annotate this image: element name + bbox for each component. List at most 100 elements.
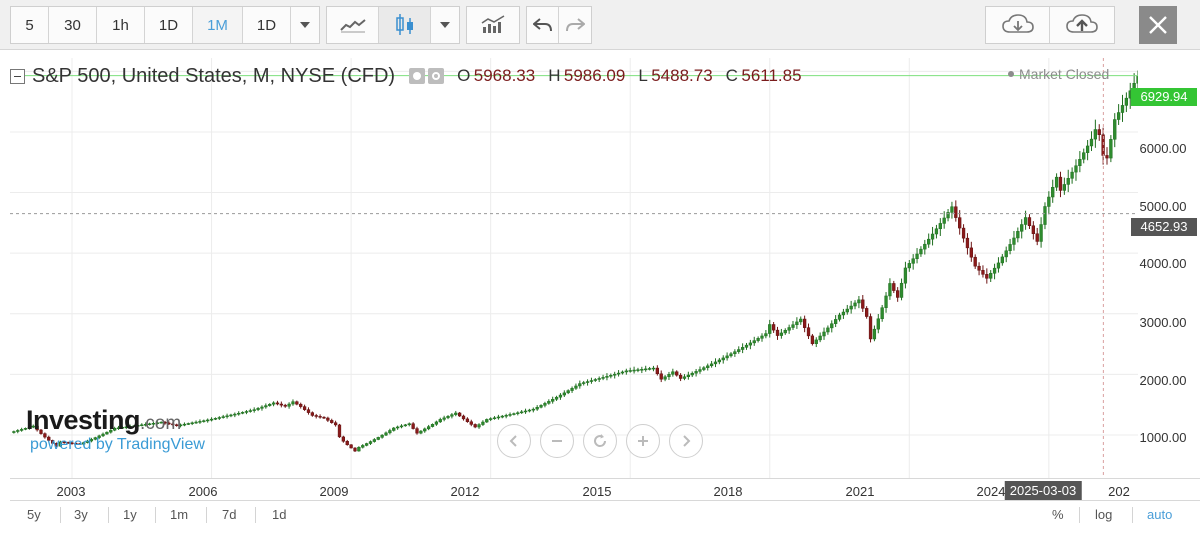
candle xyxy=(78,443,82,445)
candle xyxy=(709,363,714,367)
scroll-left-icon[interactable] xyxy=(497,424,531,458)
candle xyxy=(919,248,923,255)
candle xyxy=(43,433,47,438)
candle xyxy=(539,405,543,408)
cloud-upload-icon[interactable] xyxy=(1050,7,1114,43)
candle xyxy=(899,282,904,298)
candle xyxy=(927,238,931,245)
price-chart[interactable] xyxy=(10,58,1138,478)
gear-icon[interactable] xyxy=(428,68,445,84)
candle xyxy=(368,441,373,444)
candle xyxy=(748,342,753,346)
candle xyxy=(834,319,838,324)
range-1m-button[interactable]: 1m xyxy=(170,507,189,522)
candle xyxy=(399,425,404,428)
scroll-right-icon[interactable] xyxy=(669,424,703,458)
candle xyxy=(985,274,989,279)
candle xyxy=(237,412,241,415)
candle xyxy=(822,331,826,337)
candle xyxy=(109,429,113,433)
time-tick-label: 2021 xyxy=(845,484,875,499)
candle xyxy=(376,437,380,440)
interval-1d-button[interactable]: 1D xyxy=(145,7,193,43)
candle xyxy=(458,412,462,417)
time-tick-label: 202 xyxy=(1108,484,1130,499)
zoom-out-icon[interactable] xyxy=(540,424,574,458)
undo-icon[interactable] xyxy=(527,7,559,43)
candle xyxy=(1062,184,1066,191)
candle xyxy=(326,417,330,421)
ohlc-close: C 5611.85 xyxy=(725,66,802,85)
candle xyxy=(675,371,679,376)
candle xyxy=(1082,152,1086,160)
close-icon[interactable] xyxy=(1139,6,1177,44)
interval-dropdown-icon[interactable] xyxy=(291,7,319,43)
powered-by-text: powered by TradingView xyxy=(30,436,205,453)
candle xyxy=(620,371,625,374)
candle xyxy=(70,442,74,445)
candle xyxy=(628,370,632,372)
collapse-legend-icon[interactable] xyxy=(10,68,25,84)
candle xyxy=(349,444,353,449)
candle xyxy=(295,401,299,405)
candle xyxy=(35,425,39,431)
auto-scale-button[interactable]: auto xyxy=(1147,507,1173,522)
candle xyxy=(50,440,55,444)
reset-icon[interactable] xyxy=(583,424,617,458)
time-tick-label: 2015 xyxy=(582,484,612,499)
range-7d-button[interactable]: 7d xyxy=(222,507,237,522)
candle xyxy=(903,267,908,284)
candle xyxy=(694,371,698,374)
range-1d-button[interactable]: 1d xyxy=(272,507,287,522)
interval-dropdown-value[interactable]: 1D xyxy=(243,7,291,43)
candle xyxy=(826,327,830,333)
candle xyxy=(244,411,249,413)
candle xyxy=(256,408,260,410)
chart-navigation xyxy=(497,424,712,458)
log-scale-button[interactable]: log xyxy=(1095,507,1113,522)
interval-30-button[interactable]: 30 xyxy=(49,7,97,43)
interval-5-button[interactable]: 5 xyxy=(11,7,49,43)
price-axis[interactable]: 6000.00 5000.00 4000.00 3000.00 2000.00 … xyxy=(1128,58,1200,478)
range-1y-button[interactable]: 1y xyxy=(123,507,137,522)
interval-1m-button[interactable]: 1M xyxy=(193,7,243,43)
candle xyxy=(911,258,915,264)
candle xyxy=(62,441,66,444)
interval-1h-button[interactable]: 1h xyxy=(97,7,145,43)
time-axis[interactable]: 2003 2006 2009 2012 2015 2018 2021 2024 … xyxy=(10,478,1200,500)
range-divider xyxy=(108,507,109,523)
candle xyxy=(82,442,86,445)
redo-icon[interactable] xyxy=(559,7,591,43)
chart-type-dropdown-icon[interactable] xyxy=(431,7,459,43)
candle xyxy=(896,290,900,298)
candle xyxy=(845,308,849,313)
candle xyxy=(721,357,725,361)
percent-scale-button[interactable]: % xyxy=(1052,507,1064,522)
range-3y-button[interactable]: 3y xyxy=(74,507,88,522)
candle xyxy=(795,321,799,325)
eye-icon[interactable] xyxy=(409,68,426,84)
candle xyxy=(23,428,28,430)
cloud-download-icon[interactable] xyxy=(986,7,1050,43)
candlestick-icon[interactable] xyxy=(379,7,431,43)
candle xyxy=(981,270,985,275)
candle xyxy=(740,347,745,350)
candle xyxy=(857,299,861,304)
indicators-icon[interactable] xyxy=(467,7,519,43)
candle xyxy=(392,427,396,431)
candle xyxy=(1074,165,1078,173)
candle xyxy=(969,247,973,258)
candle xyxy=(566,390,570,394)
candle xyxy=(961,227,966,239)
candle xyxy=(461,415,466,420)
candle xyxy=(535,407,539,410)
range-5y-button[interactable]: 5y xyxy=(27,507,41,522)
candle xyxy=(907,263,911,269)
candle xyxy=(690,372,694,376)
candle xyxy=(942,217,946,224)
zoom-in-icon[interactable] xyxy=(626,424,660,458)
price-tick-label: 6000.00 xyxy=(1139,141,1187,156)
candle xyxy=(1089,138,1094,147)
chart-plot-area[interactable] xyxy=(10,58,1138,478)
line-chart-icon[interactable] xyxy=(327,7,379,43)
